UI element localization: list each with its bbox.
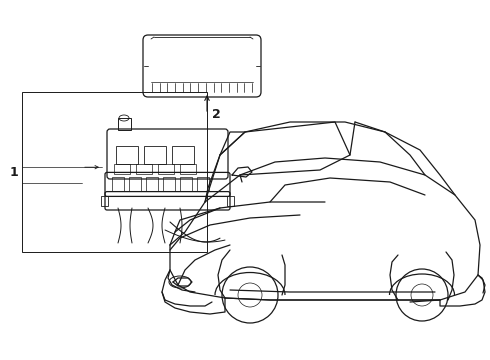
- Text: 2: 2: [212, 108, 221, 121]
- Bar: [22, 92, 207, 252]
- Bar: [114, 165, 130, 174]
- Bar: [112, 177, 124, 191]
- Bar: [116, 146, 138, 164]
- Bar: [101, 195, 108, 206]
- Bar: [129, 177, 141, 191]
- Bar: [197, 177, 209, 191]
- Text: 1: 1: [10, 166, 19, 179]
- Bar: [118, 118, 131, 130]
- Bar: [158, 165, 174, 174]
- Bar: [180, 165, 196, 174]
- Bar: [172, 146, 194, 164]
- Bar: [136, 165, 152, 174]
- Bar: [227, 195, 234, 206]
- Bar: [163, 177, 175, 191]
- Bar: [146, 177, 158, 191]
- Bar: [180, 177, 192, 191]
- Bar: [144, 146, 166, 164]
